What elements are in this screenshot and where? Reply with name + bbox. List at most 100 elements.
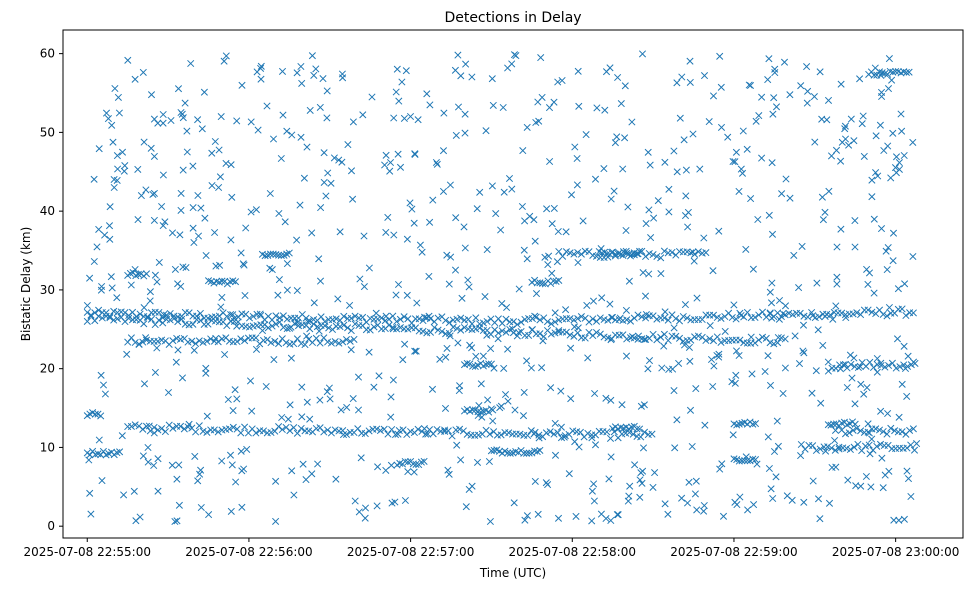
detection-point: [598, 294, 606, 302]
detection-point: [874, 172, 882, 180]
detection-point: [323, 388, 331, 396]
detection-point: [689, 130, 697, 138]
detection-point: [197, 204, 205, 212]
detection-point: [316, 396, 324, 404]
detection-point: [850, 443, 858, 451]
detection-point: [539, 279, 547, 287]
detection-point: [105, 222, 114, 230]
detection-point: [154, 487, 162, 495]
detection-point: [576, 428, 584, 436]
detection-point: [700, 234, 708, 242]
detection-point: [786, 91, 794, 99]
detection-point: [146, 297, 154, 305]
detection-point: [488, 182, 496, 190]
detection-point: [774, 333, 782, 342]
detection-point: [530, 216, 538, 224]
detection-point: [347, 167, 356, 175]
detection-point: [872, 169, 880, 177]
detection-point: [113, 449, 121, 457]
detection-point: [233, 338, 241, 346]
detection-point: [252, 206, 260, 214]
detection-point: [97, 286, 105, 294]
detection-point: [766, 381, 775, 389]
detection-point: [728, 378, 736, 386]
detection-point: [257, 75, 265, 83]
detection-point: [172, 358, 180, 366]
detection-point: [902, 311, 910, 320]
detection-point: [837, 157, 845, 165]
detection-point: [853, 309, 861, 317]
detection-point: [673, 168, 681, 176]
detection-point: [841, 360, 849, 368]
detection-point: [520, 246, 528, 254]
detection-point: [607, 195, 615, 203]
detection-point: [827, 444, 836, 452]
detection-point: [356, 275, 364, 283]
detection-point: [217, 113, 225, 121]
detection-point: [312, 334, 320, 342]
detection-point: [335, 156, 343, 164]
detection-point: [494, 335, 502, 343]
detection-point: [631, 461, 639, 469]
detection-point: [240, 261, 248, 269]
detection-point: [404, 325, 412, 333]
detection-point: [150, 115, 158, 123]
detection-point: [452, 131, 460, 139]
detection-point: [174, 318, 182, 326]
detection-point: [387, 393, 395, 401]
detection-point: [592, 328, 601, 337]
detection-point: [574, 248, 582, 257]
detection-point: [388, 425, 396, 434]
detection-point: [365, 427, 373, 435]
detection-point: [269, 250, 277, 258]
detection-point: [913, 440, 921, 448]
detection-point: [188, 337, 196, 345]
detection-point: [429, 196, 437, 204]
detection-point: [316, 339, 324, 347]
detection-point: [778, 190, 786, 198]
detection-point: [844, 476, 852, 484]
detection-point: [433, 160, 441, 168]
detection-point: [347, 314, 355, 322]
detection-point: [900, 151, 908, 160]
detection-point: [607, 453, 615, 461]
detection-point: [275, 251, 283, 259]
detection-point: [468, 320, 476, 328]
detection-point: [523, 255, 531, 263]
detection-point: [195, 337, 203, 345]
detection-point: [600, 165, 608, 173]
detection-point: [306, 106, 314, 114]
detection-point: [868, 435, 876, 443]
detection-point: [680, 341, 689, 349]
detection-point: [439, 147, 448, 155]
detection-point: [692, 385, 700, 393]
detection-point: [504, 64, 512, 72]
detection-point: [550, 430, 558, 438]
detection-point: [178, 315, 186, 323]
detection-point: [628, 118, 636, 126]
detection-point: [710, 362, 718, 370]
detection-point: [440, 109, 448, 117]
detection-point: [769, 110, 777, 118]
detection-point: [293, 287, 301, 295]
detection-point: [395, 97, 403, 105]
detection-point: [604, 316, 612, 324]
detection-point: [108, 284, 116, 292]
detection-point: [319, 75, 327, 83]
detection-point: [798, 242, 806, 250]
detection-point: [619, 248, 628, 256]
detection-point: [468, 73, 476, 81]
detection-point: [111, 84, 119, 93]
detection-point: [833, 243, 841, 251]
detection-point: [636, 476, 644, 484]
detection-point: [642, 220, 650, 228]
detection-point: [486, 517, 494, 526]
detection-point: [360, 232, 368, 240]
detection-point: [706, 335, 714, 343]
detection-point: [159, 110, 167, 119]
detection-point: [298, 79, 306, 87]
detection-point: [527, 364, 535, 372]
detection-point: [830, 420, 838, 428]
detection-point: [216, 261, 224, 269]
detection-point: [137, 192, 145, 200]
